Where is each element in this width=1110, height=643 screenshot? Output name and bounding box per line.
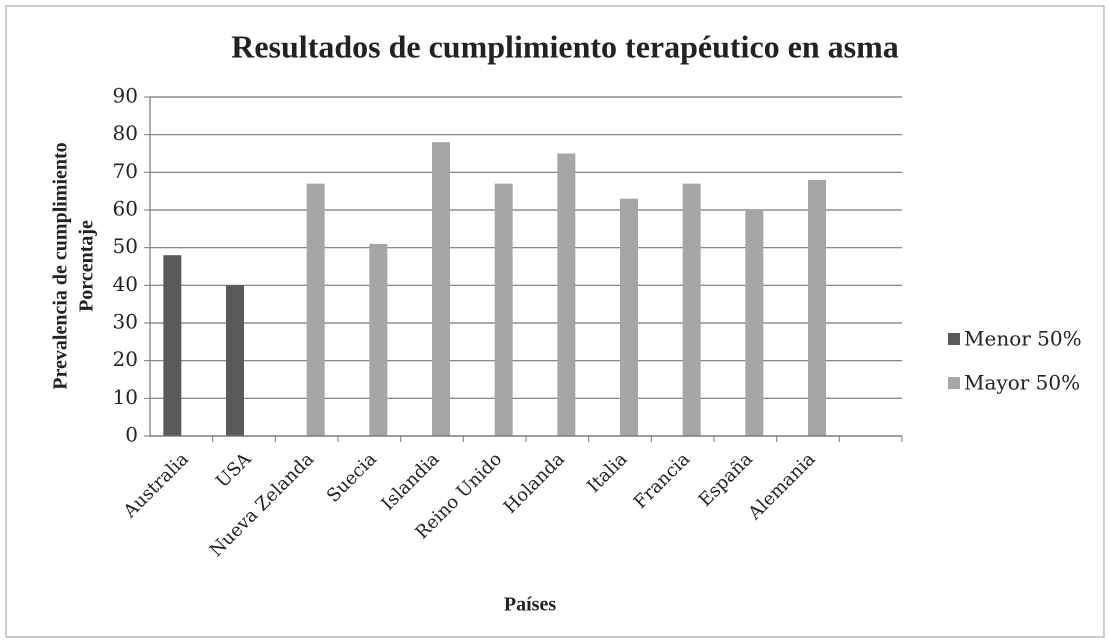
bar xyxy=(557,153,576,436)
bar xyxy=(226,285,244,436)
legend-swatch xyxy=(948,377,960,389)
y-tick-label: 10 xyxy=(113,385,138,409)
bar xyxy=(808,179,826,436)
legend-label: Menor 50% xyxy=(964,327,1082,351)
y-tick-label: 30 xyxy=(113,310,138,334)
y-tick-label: 40 xyxy=(113,272,138,296)
y-tick-label: 50 xyxy=(113,234,138,258)
bar xyxy=(163,255,182,436)
legend-swatch xyxy=(948,333,960,345)
y-tick-label: 60 xyxy=(113,197,138,221)
bar xyxy=(369,243,388,436)
y-axis-title: Porcentaje xyxy=(76,220,98,312)
y-tick-label: 80 xyxy=(113,121,138,145)
chart-frame xyxy=(5,5,1105,638)
legend-label: Mayor 50% xyxy=(964,371,1080,395)
x-axis-title: Países xyxy=(504,594,556,616)
y-tick-label: 90 xyxy=(113,84,138,108)
y-tick-label: 0 xyxy=(125,423,138,447)
chart-title: Resultados de cumplimiento terapéutico e… xyxy=(231,28,899,64)
bar xyxy=(745,210,764,436)
bar xyxy=(432,142,450,436)
y-tick-label: 70 xyxy=(113,159,138,183)
y-axis-title: Prevalencia de cumplimiento xyxy=(50,142,72,389)
y-tick-label: 20 xyxy=(113,347,138,371)
bar xyxy=(306,183,325,436)
bar xyxy=(682,183,701,436)
bar xyxy=(494,183,513,436)
bar xyxy=(620,198,638,436)
